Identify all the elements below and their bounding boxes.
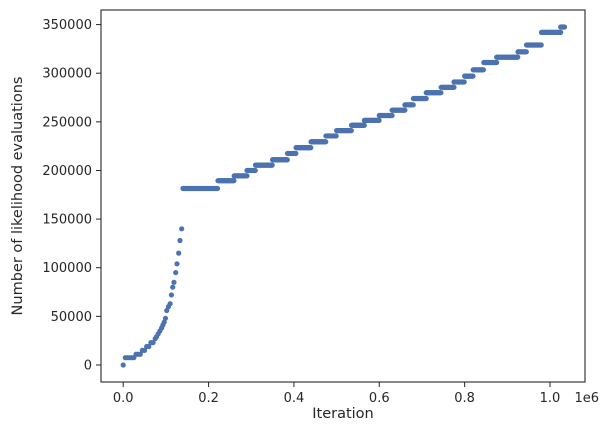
data-point xyxy=(137,351,143,357)
data-point xyxy=(410,102,416,108)
data-point xyxy=(168,292,175,298)
y-axis-label: Number of likelihood evaluations xyxy=(10,77,26,316)
data-point xyxy=(214,185,221,192)
data-point xyxy=(146,343,152,350)
data-point xyxy=(461,79,467,85)
data-point xyxy=(561,24,568,30)
plot-frame xyxy=(100,9,586,383)
data-points xyxy=(120,24,568,368)
data-point xyxy=(164,307,170,314)
data-point xyxy=(176,250,182,256)
data-point xyxy=(470,73,476,79)
data-point xyxy=(120,362,126,368)
data-point xyxy=(231,178,237,184)
data-point xyxy=(269,162,275,168)
data-point xyxy=(293,150,299,157)
data-point xyxy=(333,133,339,139)
data-point xyxy=(308,145,314,151)
data-point xyxy=(494,59,500,66)
x-axis-ticks: 0.0 0.2 0.4 0.6 0.8 1.0 xyxy=(113,382,560,406)
data-point xyxy=(451,84,457,90)
x-tick-label: 0.2 xyxy=(198,391,219,406)
data-point xyxy=(173,269,179,276)
y-tick-label: 50000 xyxy=(51,310,92,325)
x-tick-label: 0.0 xyxy=(113,391,134,406)
data-point xyxy=(167,301,173,307)
data-point xyxy=(171,279,177,285)
data-point xyxy=(323,139,329,145)
data-point xyxy=(177,237,183,244)
x-axis-offset-label: 1e6 xyxy=(574,391,599,406)
data-point xyxy=(170,284,176,290)
y-tick-label: 150000 xyxy=(42,213,92,228)
data-point xyxy=(558,29,564,35)
data-point xyxy=(402,107,408,113)
data-point xyxy=(244,173,250,179)
data-point xyxy=(252,167,258,174)
data-point xyxy=(376,117,382,123)
data-point xyxy=(480,67,487,73)
y-tick-label: 300000 xyxy=(42,67,92,82)
data-point xyxy=(389,112,395,119)
data-point xyxy=(348,127,354,134)
data-point xyxy=(523,49,529,55)
data-point xyxy=(515,54,521,60)
data-point xyxy=(174,261,180,267)
plot-area xyxy=(100,9,586,383)
data-point xyxy=(538,42,544,48)
data-point xyxy=(361,122,367,128)
x-axis-label: Iteration xyxy=(312,406,374,422)
y-axis-ticks: 0 50000 100000 150000 200000 250000 300000 3500… xyxy=(42,18,101,373)
x-tick-label: 1.0 xyxy=(540,391,561,406)
x-tick-label: 0.6 xyxy=(369,391,390,406)
data-point xyxy=(141,347,148,353)
y-tick-label: 250000 xyxy=(42,115,92,130)
y-tick-label: 350000 xyxy=(42,18,92,33)
data-point xyxy=(284,157,290,163)
y-tick-label: 100000 xyxy=(42,261,92,276)
x-tick-label: 0.8 xyxy=(454,391,475,406)
data-point xyxy=(423,95,429,102)
y-tick-label: 0 xyxy=(84,358,92,373)
data-point xyxy=(438,90,444,96)
y-tick-label: 200000 xyxy=(42,164,92,179)
data-point xyxy=(179,226,185,232)
data-point xyxy=(162,315,169,321)
x-tick-label: 0.4 xyxy=(284,391,305,406)
data-point xyxy=(150,340,156,346)
